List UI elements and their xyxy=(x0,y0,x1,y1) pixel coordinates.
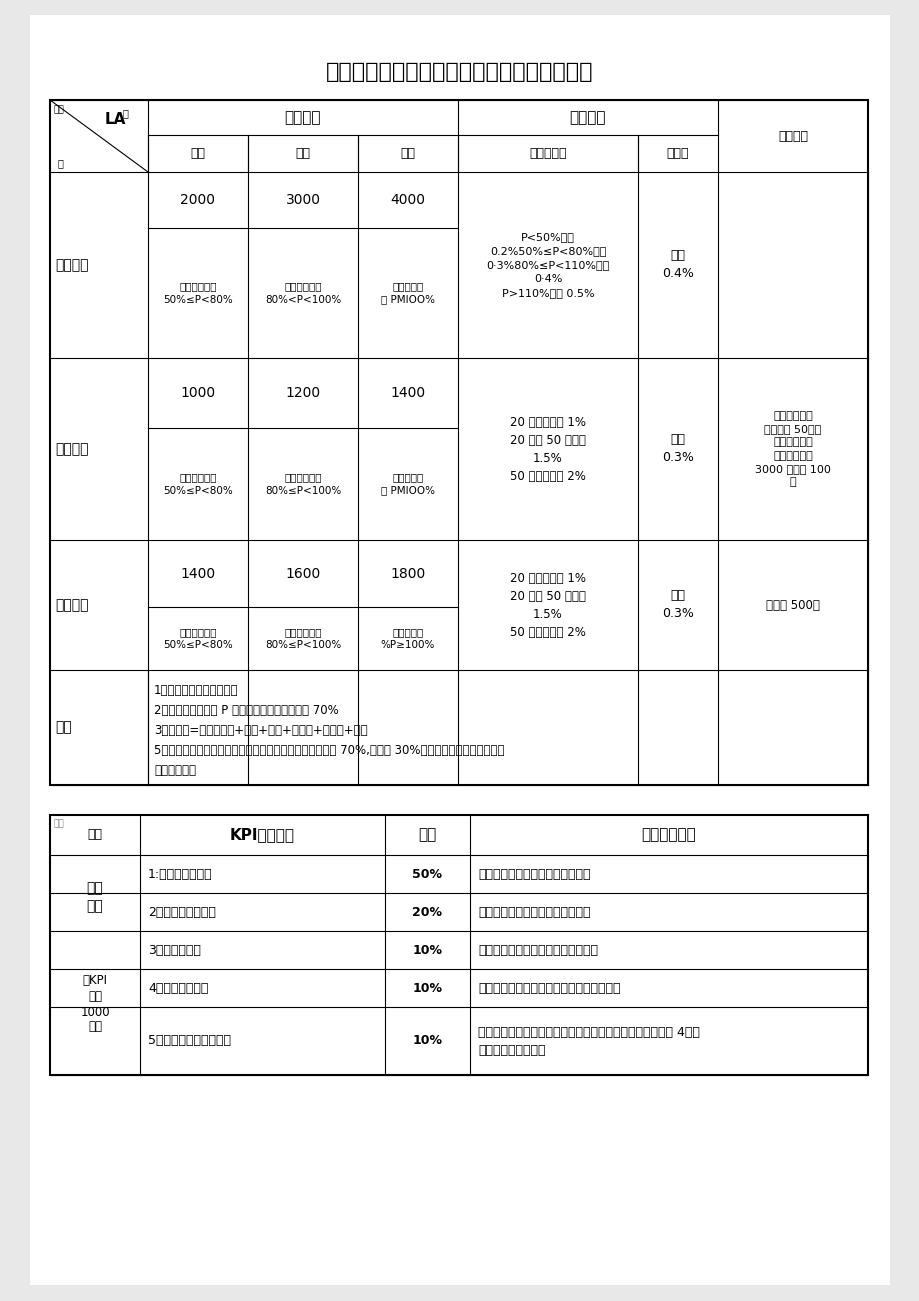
Text: 基本工资: 基本工资 xyxy=(285,111,321,125)
Text: 奖励补贴: 奖励补贴 xyxy=(777,130,807,143)
Text: 1400: 1400 xyxy=(180,566,215,580)
Text: 对部门各项费用进行控制，指标有财务制定: 对部门各项费用进行控制，指标有财务制定 xyxy=(478,981,619,994)
Text: 1400: 1400 xyxy=(390,386,425,399)
Text: （KPI: （KPI xyxy=(83,974,108,987)
Text: 5：提成分两次发放，第一次当月签约实收款按应提比例的 70%,第二次 30%在工程完客户交尾款后发放: 5：提成分两次发放，第一次当月签约实收款按应提比例的 70%,第二次 30%在工… xyxy=(153,744,504,757)
Text: 提点: 提点 xyxy=(670,248,685,262)
Text: 渠道拓展: 渠道拓展 xyxy=(55,598,88,611)
Text: 20 万以下提成 1%
20 万一 50 万提成
1.5%
50 万以上提成 2%: 20 万以下提成 1% 20 万一 50 万提成 1.5% 50 万以上提成 2… xyxy=(509,415,585,483)
Text: 0.3%: 0.3% xyxy=(662,450,693,463)
Text: 根据当月公司下达的业绩指标考核: 根据当月公司下达的业绩指标考核 xyxy=(478,868,590,881)
Text: 月度任务指标
80%<P<100%: 月度任务指标 80%<P<100% xyxy=(265,281,341,304)
Text: 客户邀约每户
奖励每户 50元，
但必须是制定
楼盘。交定金
3000 元奖励 100
元: 客户邀约每户 奖励每户 50元， 但必须是制定 楼盘。交定金 3000 元奖励 … xyxy=(754,411,830,487)
Text: 50%: 50% xyxy=(412,868,442,881)
Text: 设计费: 设计费 xyxy=(666,147,688,160)
Text: 月度任务指
标 PMIOO%: 月度任务指 标 PMIOO% xyxy=(380,472,435,496)
Text: 1000: 1000 xyxy=(80,1006,109,1019)
Text: P<50%提点
0.2%50%≤P<80%提点
0·3%80%≤P<110%提点
0·4%
P>110%提点 0.5%: P<50%提点 0.2%50%≤P<80%提点 0·3%80%≤P<110%提点… xyxy=(486,232,609,298)
Text: 元）: 元） xyxy=(88,1020,102,1033)
Text: 绩效考核标准: 绩效考核标准 xyxy=(641,827,696,843)
Text: KPI考核维度: KPI考核维度 xyxy=(230,827,295,843)
Text: 1800: 1800 xyxy=(390,566,425,580)
Text: 岗位: 岗位 xyxy=(87,829,102,842)
Text: 交话补 500元: 交话补 500元 xyxy=(766,598,819,611)
Text: 1600: 1600 xyxy=(285,566,321,580)
Text: （含设计费）: （含设计费） xyxy=(153,764,196,777)
Text: 月度任务指标
50%≤P<80%: 月度任务指标 50%≤P<80% xyxy=(163,627,233,650)
Text: 1：提成不含管理费和税金: 1：提成不含管理费和税金 xyxy=(153,684,238,697)
Text: 月度任务指标
50%≤P<80%: 月度任务指标 50%≤P<80% xyxy=(163,472,233,496)
Text: 月度任务指
%P≥100%: 月度任务指 %P≥100% xyxy=(380,627,435,650)
Bar xyxy=(50,100,867,785)
Text: 4000: 4000 xyxy=(390,193,425,207)
Text: 月度任务指标
50%≤P<80%: 月度任务指标 50%≤P<80% xyxy=(163,281,233,304)
Text: 1:业绩指标达成率: 1:业绩指标达成率 xyxy=(148,868,212,881)
Text: 0.3%: 0.3% xyxy=(662,606,693,619)
Text: 10%: 10% xyxy=(412,943,442,956)
Text: 装饰公司市场销售部薪酬与绩效激励实施细则: 装饰公司市场销售部薪酬与绩效激励实施细则 xyxy=(326,62,593,82)
Text: 一级: 一级 xyxy=(190,147,205,160)
Text: 备注: 备注 xyxy=(55,721,72,735)
Text: 月度任务指
标 PMIOO%: 月度任务指 标 PMIOO% xyxy=(380,281,435,304)
Text: 1200: 1200 xyxy=(285,386,320,399)
Text: 3：签约额=工程签约额+家居+软装+设计费+管理费+税金: 3：签约额=工程签约额+家居+软装+设计费+管理费+税金 xyxy=(153,723,368,736)
Text: LA: LA xyxy=(105,112,126,127)
Text: 绩效: 绩效 xyxy=(88,990,102,1003)
Text: 0.4%: 0.4% xyxy=(662,267,693,280)
Text: 3000: 3000 xyxy=(285,193,320,207)
Text: 10%: 10% xyxy=(412,1034,442,1047)
Text: 岗位: 岗位 xyxy=(54,105,64,114)
Text: 提成工资: 提成工资 xyxy=(569,111,606,125)
Text: 5：团队建设与部门配合: 5：团队建设与部门配合 xyxy=(148,1034,231,1047)
Text: 二级: 二级 xyxy=(295,147,311,160)
Text: 三级: 三级 xyxy=(400,147,415,160)
Text: 岗: 岗 xyxy=(58,157,63,168)
Text: 20 万以下提成 1%
20 万一 50 万提成
1.5%
50 万以上提成 2%: 20 万以下提成 1% 20 万一 50 万提成 1.5% 50 万以上提成 2… xyxy=(509,571,585,639)
Text: 部门: 部门 xyxy=(86,881,103,895)
Text: 2：市场部业绩指标 P 占公司月度总业绩指标的 70%: 2：市场部业绩指标 P 占公司月度总业绩指标的 70% xyxy=(153,704,338,717)
Text: 提点: 提点 xyxy=(670,588,685,601)
Text: 部门员工的工作积极性，人员稳定性，学习培训每月不少于 4次，
每周召开部门例会。: 部门员工的工作积极性，人员稳定性，学习培训每月不少于 4次， 每周召开部门例会。 xyxy=(478,1025,699,1056)
Text: 根据当月公司下达的量房指标考核: 根据当月公司下达的量房指标考核 xyxy=(478,905,590,919)
Text: 级: 级 xyxy=(123,108,129,118)
Text: 工程签约额: 工程签约额 xyxy=(528,147,566,160)
Text: 跟踪将已经交定金的资源转化为签约: 跟踪将已经交定金的资源转化为签约 xyxy=(478,943,597,956)
Text: 2000: 2000 xyxy=(180,193,215,207)
Bar xyxy=(50,814,867,1075)
Text: 10%: 10% xyxy=(412,981,442,994)
Text: 岗位: 岗位 xyxy=(54,820,64,827)
Text: 4：营销费用管控: 4：营销费用管控 xyxy=(148,981,208,994)
Text: 2：量房指标达成率: 2：量房指标达成率 xyxy=(148,905,216,919)
Text: 月度任务指标
80%≤P<100%: 月度任务指标 80%≤P<100% xyxy=(265,472,341,496)
Text: 月度任务指标
80%≤P<100%: 月度任务指标 80%≤P<100% xyxy=(265,627,341,650)
Text: 部门经理: 部门经理 xyxy=(55,258,88,272)
Text: 权重: 权重 xyxy=(418,827,437,843)
Text: 电话销售: 电话销售 xyxy=(55,442,88,455)
Text: 1000: 1000 xyxy=(180,386,215,399)
Text: 提点: 提点 xyxy=(670,432,685,445)
Text: 经理: 经理 xyxy=(86,899,103,913)
Text: 3：资源转化率: 3：资源转化率 xyxy=(148,943,200,956)
Text: 20%: 20% xyxy=(412,905,442,919)
